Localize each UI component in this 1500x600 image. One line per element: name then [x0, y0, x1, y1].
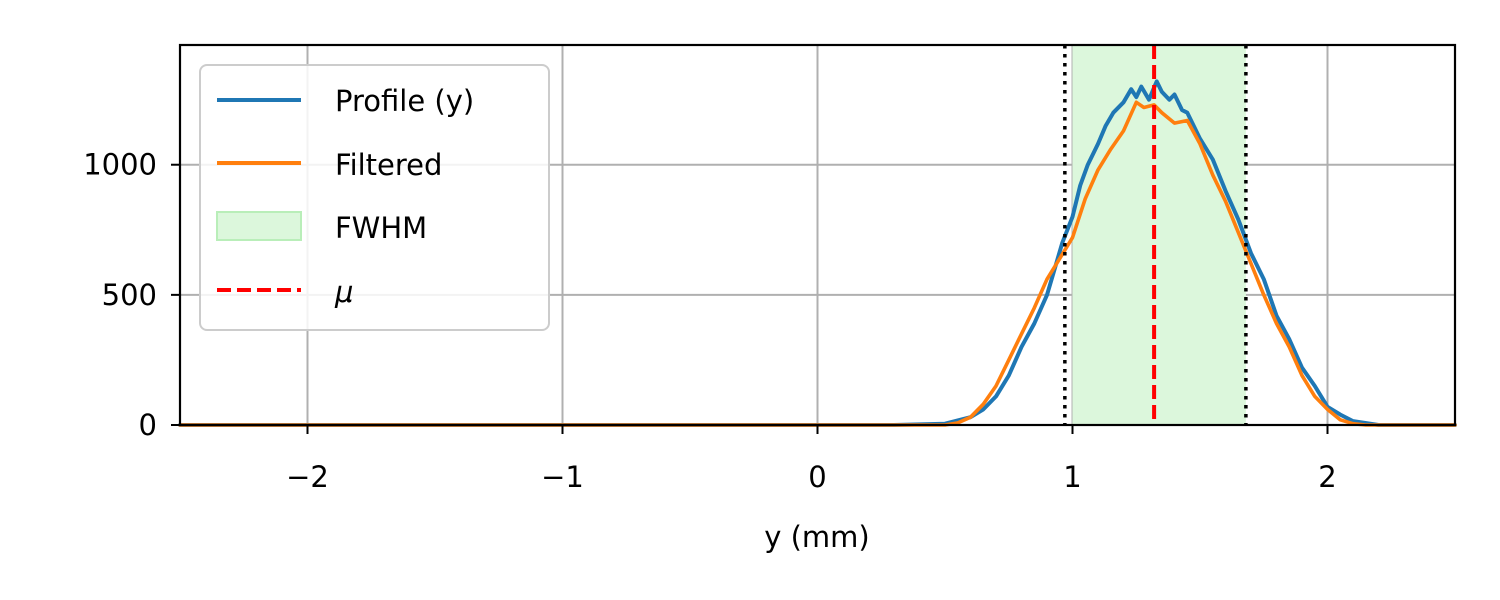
legend[interactable]: Profile (y) Filtered FWHM μ [199, 64, 550, 331]
legend-label-mu: μ [334, 275, 353, 309]
x-tick-label: 2 [1318, 460, 1336, 494]
legend-label-filtered: Filtered [335, 148, 442, 182]
x-tick-label: −1 [541, 460, 584, 494]
x-tick-label: 1 [1063, 460, 1081, 494]
legend-label-profile: Profile (y) [335, 84, 474, 118]
legend-swatch-fwhm [216, 211, 302, 241]
profile-line [178, 79, 1457, 427]
x-axis-label: y (mm) [764, 520, 870, 554]
legend-label-fwhm: FWHM [335, 211, 427, 245]
legend-frame [199, 64, 550, 331]
fwhm-region-layer [1072, 45, 1246, 425]
series-layer [178, 79, 1457, 427]
filtered-line [178, 100, 1457, 427]
x-tick-label: 0 [808, 460, 826, 494]
marker-layer [1063, 45, 1248, 425]
y-tick-label: 0 [139, 408, 157, 442]
ticks-layer: −2 −1 0 1 2 0 500 1000 [83, 148, 1337, 494]
fwhm-region [1072, 45, 1246, 425]
y-tick-label: 1000 [83, 148, 157, 182]
x-tick-label: −2 [286, 460, 329, 494]
y-tick-label: 500 [102, 278, 157, 312]
